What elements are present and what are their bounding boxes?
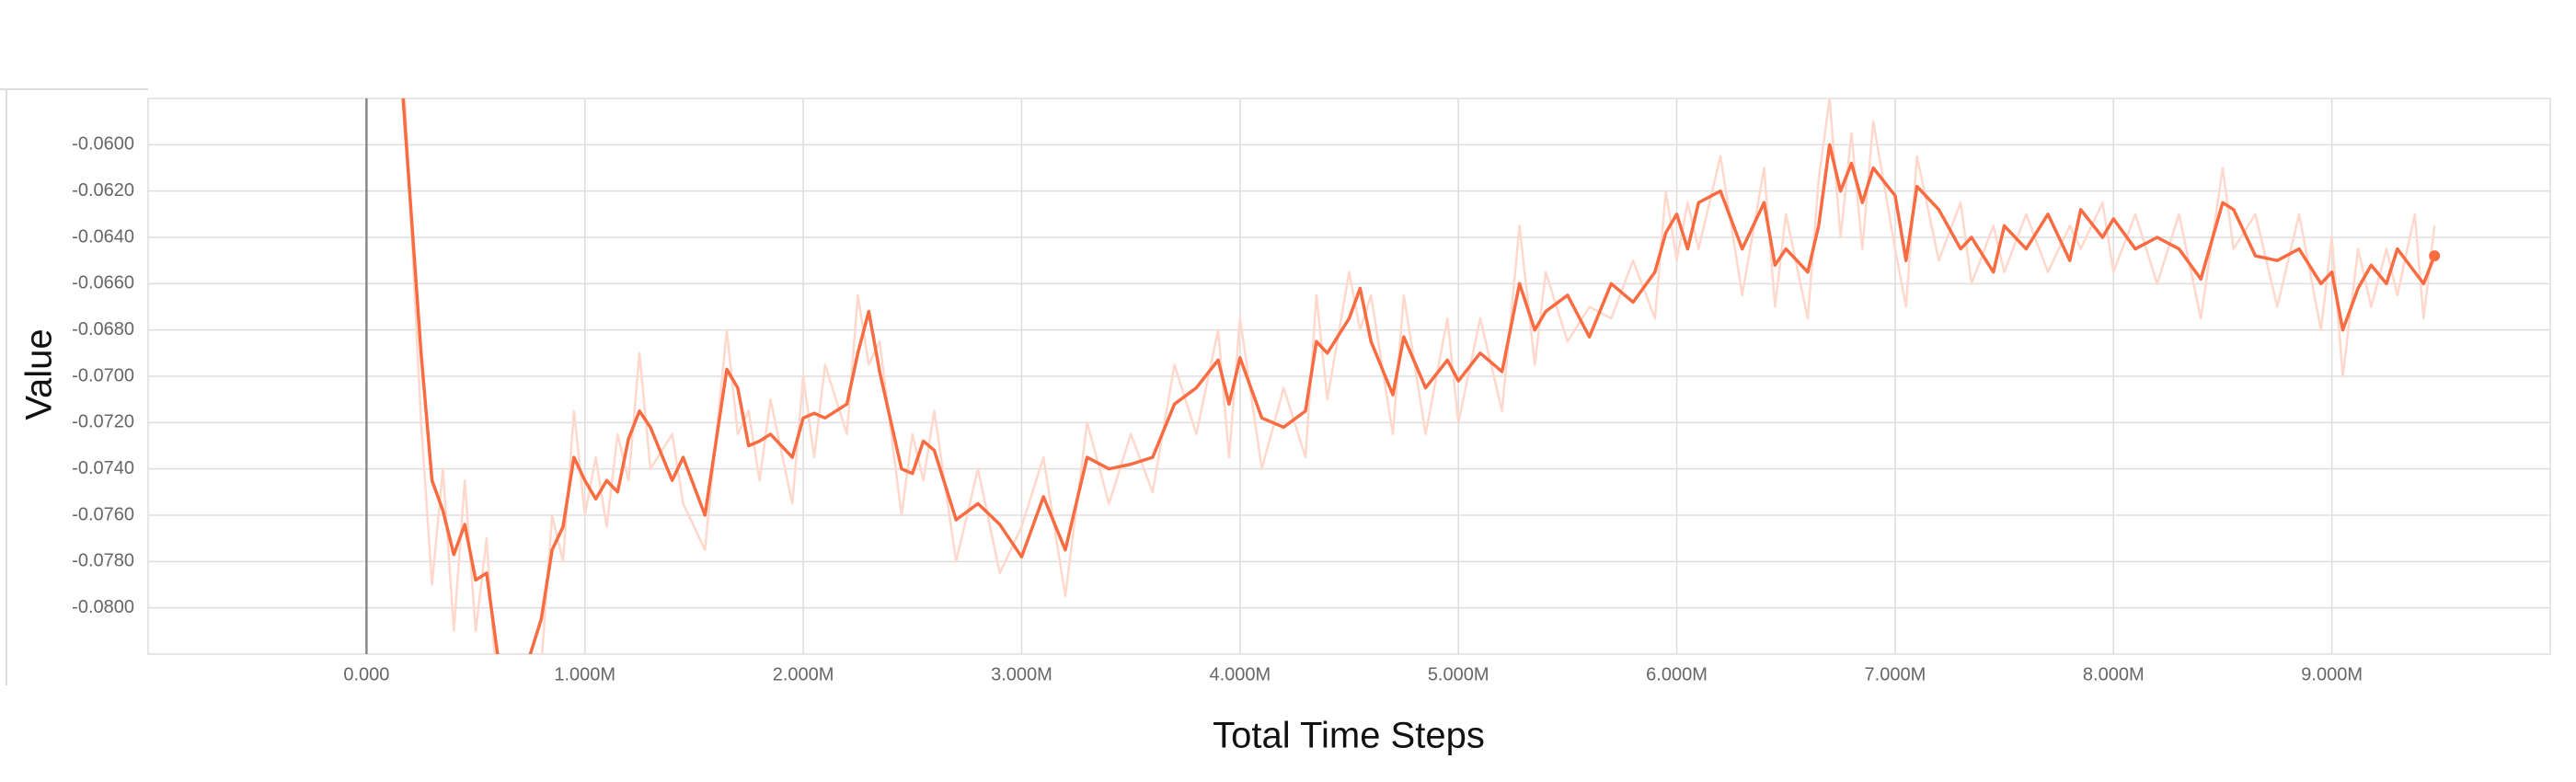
x-tick-label: 6.000M [1646, 664, 1708, 684]
x-tick-label: 4.000M [1209, 664, 1271, 684]
tick-labels: -0.0600 -0.0620 -0.0640 -0.0660 -0.0680 -0.07… [72, 134, 2363, 685]
y-tick-label: -0.0640 [72, 226, 134, 247]
x-tick-label: 7.000M [1865, 664, 1926, 684]
plot-area [401, 98, 2441, 654]
series-line [401, 98, 2436, 654]
x-tick-label: 8.000M [2083, 664, 2145, 684]
y-tick-label: -0.0720 [72, 412, 134, 432]
series-line [403, 98, 2436, 654]
y-tick-label: -0.0600 [72, 134, 134, 155]
y-tick-label: -0.0760 [72, 504, 134, 524]
x-tick-label: 5.000M [1428, 664, 1489, 684]
y-tick-label: -0.0780 [72, 551, 134, 571]
x-axis-title: Total Time Steps [1213, 716, 1485, 756]
x-tick-label: 9.000M [2301, 664, 2363, 684]
y-tick-label: -0.0620 [72, 180, 134, 201]
x-tick-label: 2.000M [773, 664, 834, 684]
grid [148, 98, 2550, 654]
end-marker [2429, 250, 2441, 262]
x-tick-label: 0.000 [343, 664, 389, 684]
y-tick-label: -0.0660 [72, 273, 134, 293]
y-axis-title: Value [19, 328, 60, 420]
y-tick-label: -0.0700 [72, 365, 134, 385]
y-tick-label: -0.0800 [72, 597, 134, 617]
x-tick-label: 1.000M [554, 664, 615, 684]
y-tick-label: -0.0740 [72, 458, 134, 478]
y-tick-label: -0.0680 [72, 319, 134, 339]
x-tick-label: 3.000M [991, 664, 1052, 684]
